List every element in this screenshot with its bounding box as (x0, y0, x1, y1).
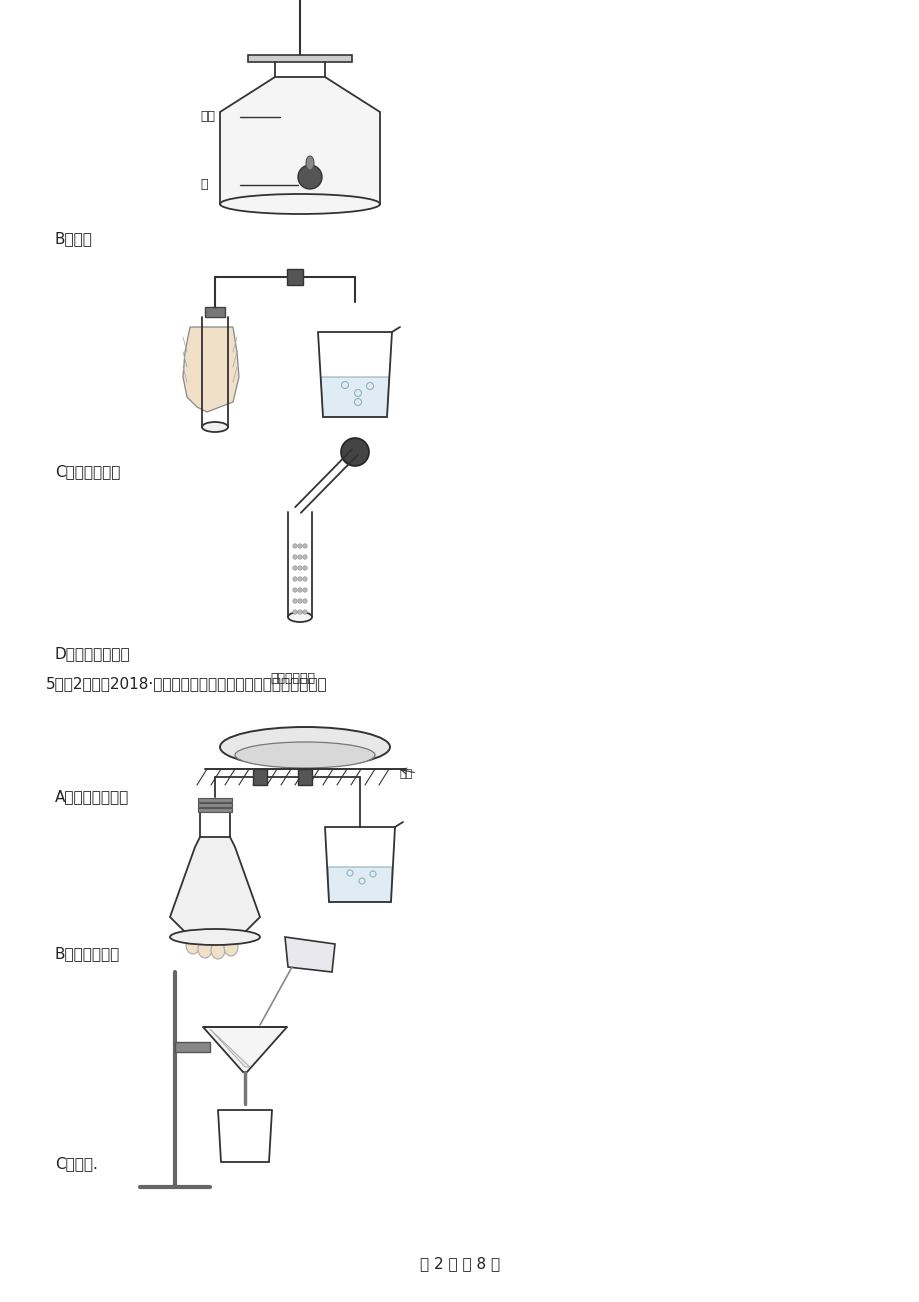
Circle shape (302, 599, 307, 603)
Circle shape (298, 577, 301, 581)
Text: A．蒸发皿的放置: A．蒸发皿的放置 (55, 789, 129, 805)
Polygon shape (210, 1029, 250, 1068)
Bar (175, 1042, 210, 1052)
Circle shape (298, 599, 301, 603)
Bar (198, 803, 232, 807)
Polygon shape (170, 837, 260, 937)
Circle shape (298, 587, 301, 592)
Ellipse shape (185, 892, 244, 943)
Bar (298, 769, 312, 785)
Text: B．燃烧: B．燃烧 (55, 232, 93, 246)
Bar (205, 307, 225, 316)
Circle shape (302, 577, 307, 581)
Circle shape (341, 437, 369, 466)
Ellipse shape (234, 742, 375, 768)
Circle shape (302, 544, 307, 548)
Circle shape (302, 609, 307, 615)
Circle shape (302, 587, 307, 592)
Ellipse shape (210, 941, 225, 960)
Circle shape (302, 566, 307, 570)
Text: 5．（2分）（2018·益阳）下列基本实验操作正确的是（　　）: 5．（2分）（2018·益阳）下列基本实验操作正确的是（ ） (46, 677, 327, 691)
Circle shape (298, 609, 301, 615)
Ellipse shape (306, 156, 313, 171)
Circle shape (292, 609, 297, 615)
Bar (287, 270, 302, 285)
Ellipse shape (202, 422, 228, 432)
Circle shape (292, 566, 297, 570)
Ellipse shape (223, 937, 238, 956)
Text: C．过滤.: C．过滤. (55, 1156, 97, 1172)
Ellipse shape (186, 936, 199, 954)
Circle shape (298, 544, 301, 548)
Circle shape (298, 566, 301, 570)
Text: 灼热的蒸发皿: 灼热的蒸发皿 (269, 673, 314, 685)
Bar (253, 769, 267, 785)
Ellipse shape (288, 612, 312, 622)
Polygon shape (285, 937, 335, 973)
Circle shape (292, 599, 297, 603)
Ellipse shape (220, 727, 390, 767)
Circle shape (298, 165, 322, 189)
Circle shape (292, 555, 297, 559)
Polygon shape (203, 1027, 287, 1072)
Circle shape (292, 587, 297, 592)
Text: 火焰: 火焰 (400, 769, 413, 779)
Polygon shape (183, 327, 239, 411)
Text: D．滴加少量液体: D．滴加少量液体 (55, 647, 130, 661)
Text: 硫: 硫 (199, 177, 208, 190)
Bar (198, 798, 232, 802)
Ellipse shape (198, 940, 211, 958)
Text: B．检查气密性: B．检查气密性 (55, 947, 120, 961)
Text: C．检查气密性: C．检查气密性 (55, 465, 120, 479)
Circle shape (298, 555, 301, 559)
Text: 第 2 页 共 8 页: 第 2 页 共 8 页 (419, 1256, 500, 1272)
Text: 氧气: 氧气 (199, 109, 215, 122)
Circle shape (292, 577, 297, 581)
Ellipse shape (170, 930, 260, 945)
Polygon shape (321, 378, 389, 417)
Circle shape (302, 555, 307, 559)
Bar (248, 55, 352, 62)
Bar (198, 809, 232, 812)
Polygon shape (220, 77, 380, 204)
Circle shape (292, 544, 297, 548)
Polygon shape (328, 867, 391, 902)
Ellipse shape (220, 194, 380, 214)
